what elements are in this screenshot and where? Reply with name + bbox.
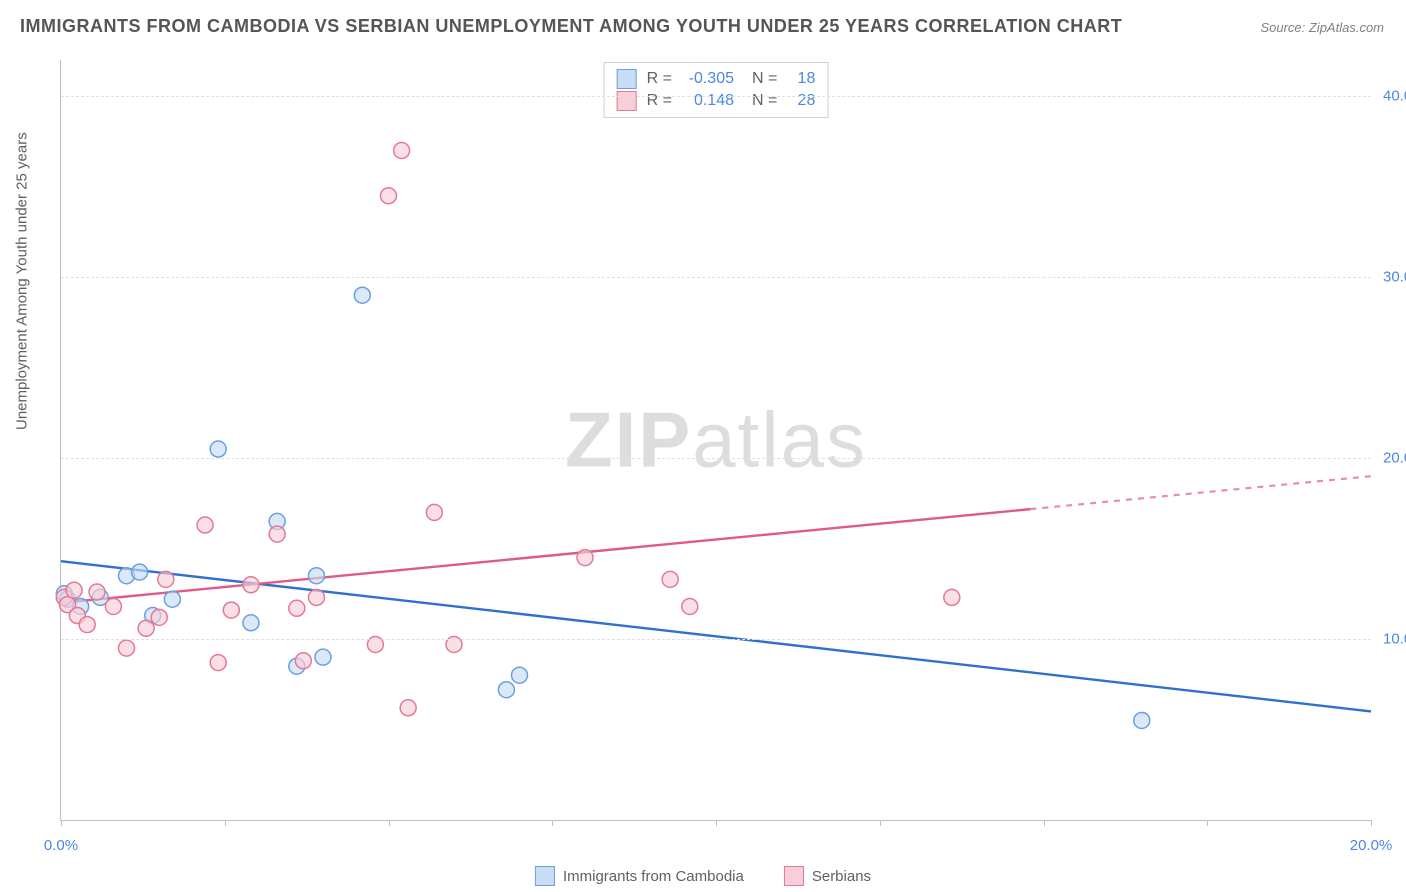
- legend-swatch: [784, 866, 804, 886]
- gridline: [61, 639, 1371, 640]
- scatter-point: [79, 617, 95, 633]
- x-legend-label: Serbians: [812, 868, 871, 885]
- legend-r-key: R =: [647, 70, 672, 88]
- scatter-point: [354, 287, 370, 303]
- legend-stat-row: R = -0.305 N = 18: [617, 68, 816, 90]
- scatter-point: [243, 615, 259, 631]
- scatter-point: [210, 655, 226, 671]
- gridline: [61, 96, 1371, 97]
- scatter-point: [269, 526, 285, 542]
- x-tick: [880, 820, 881, 826]
- y-tick-label: 40.0%: [1375, 88, 1406, 105]
- scatter-point: [381, 188, 397, 204]
- scatter-point: [197, 517, 213, 533]
- scatter-point: [138, 620, 154, 636]
- chart-svg: [61, 60, 1371, 820]
- legend-n-val: 18: [785, 70, 815, 88]
- legend-stats-box: R = -0.305 N = 18 R = 0.148 N = 28: [604, 62, 829, 118]
- scatter-point: [243, 577, 259, 593]
- trend-line-extrap: [1030, 476, 1371, 509]
- legend-n-val: 28: [785, 92, 815, 110]
- scatter-point: [66, 582, 82, 598]
- x-tick: [1207, 820, 1208, 826]
- x-tick: [61, 820, 62, 826]
- legend-n-key: N =: [752, 70, 777, 88]
- x-legend-item: Serbians: [784, 866, 871, 886]
- x-tick-label: 20.0%: [1350, 837, 1393, 854]
- x-tick: [1371, 820, 1372, 826]
- x-tick: [389, 820, 390, 826]
- gridline: [61, 458, 1371, 459]
- legend-r-val: -0.305: [680, 70, 734, 88]
- scatter-point: [308, 589, 324, 605]
- x-tick: [716, 820, 717, 826]
- x-tick-label: 0.0%: [44, 837, 78, 854]
- legend-swatch: [617, 91, 637, 111]
- legend-swatch: [535, 866, 555, 886]
- scatter-point: [577, 550, 593, 566]
- scatter-point: [295, 653, 311, 669]
- y-tick-label: 30.0%: [1375, 269, 1406, 286]
- scatter-point: [151, 609, 167, 625]
- scatter-point: [400, 700, 416, 716]
- y-tick-label: 10.0%: [1375, 631, 1406, 648]
- scatter-point: [426, 504, 442, 520]
- plot-area: ZIPatlas R =-0.305N =18R =0.148N =28 10.…: [60, 60, 1371, 821]
- scatter-point: [105, 598, 121, 614]
- x-axis-legend: Immigrants from Cambodia Serbians: [535, 866, 871, 886]
- y-tick-label: 20.0%: [1375, 450, 1406, 467]
- y-axis-label: Unemployment Among Youth under 25 years: [14, 132, 31, 430]
- legend-n-key: N =: [752, 92, 777, 110]
- scatter-point: [662, 571, 678, 587]
- x-tick: [552, 820, 553, 826]
- scatter-point: [682, 598, 698, 614]
- scatter-point: [210, 441, 226, 457]
- legend-swatch: [617, 69, 637, 89]
- legend-r-key: R =: [647, 92, 672, 110]
- scatter-point: [394, 142, 410, 158]
- scatter-point: [223, 602, 239, 618]
- x-legend-label: Immigrants from Cambodia: [563, 868, 744, 885]
- x-tick: [1044, 820, 1045, 826]
- legend-stat-row: R = 0.148 N = 28: [617, 90, 816, 112]
- gridline: [61, 277, 1371, 278]
- chart-title: IMMIGRANTS FROM CAMBODIA VS SERBIAN UNEM…: [20, 16, 1122, 37]
- scatter-point: [512, 667, 528, 683]
- scatter-point: [89, 584, 105, 600]
- source-label: Source: ZipAtlas.com: [1260, 20, 1384, 35]
- scatter-point: [308, 568, 324, 584]
- scatter-point: [944, 589, 960, 605]
- scatter-point: [289, 600, 305, 616]
- legend-r-val: 0.148: [680, 92, 734, 110]
- scatter-point: [1134, 712, 1150, 728]
- x-legend-item: Immigrants from Cambodia: [535, 866, 744, 886]
- scatter-point: [132, 564, 148, 580]
- scatter-point: [498, 682, 514, 698]
- scatter-point: [119, 640, 135, 656]
- scatter-point: [164, 591, 180, 607]
- x-tick: [225, 820, 226, 826]
- scatter-point: [158, 571, 174, 587]
- scatter-point: [315, 649, 331, 665]
